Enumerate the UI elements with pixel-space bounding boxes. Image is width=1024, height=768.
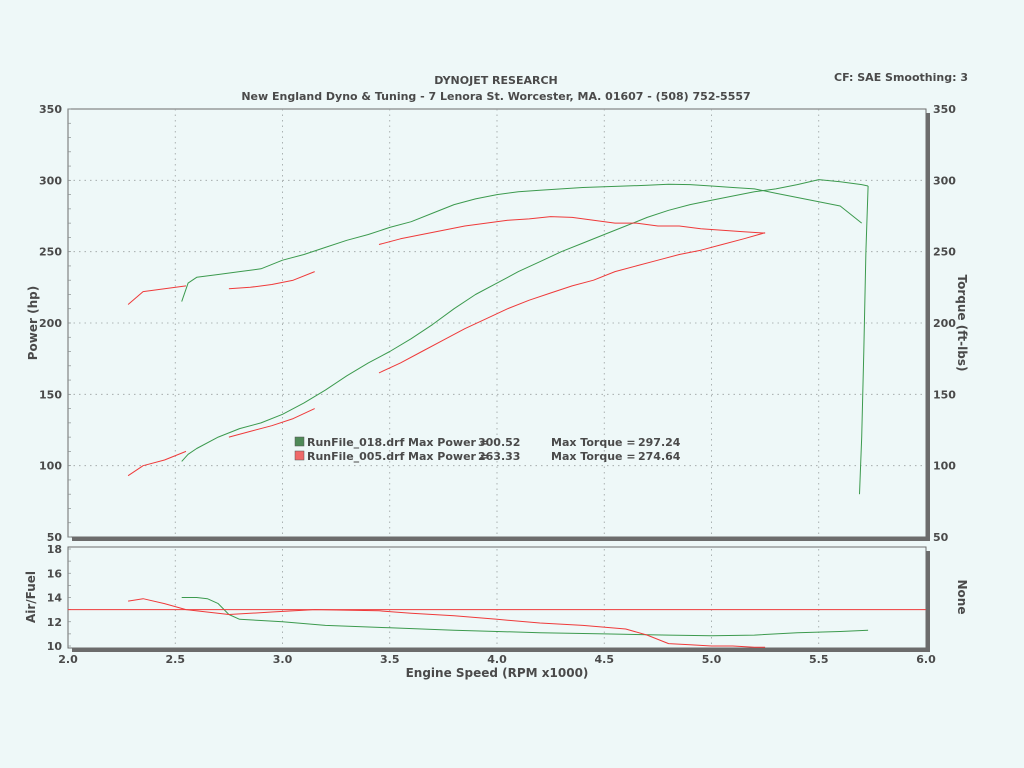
x-tick-label: 5.0 (702, 653, 722, 666)
series-runfile-018-drf-power-dropoff (859, 185, 869, 495)
y-tick-label: 300 (39, 174, 62, 187)
legend: RunFile_018.drf Max Power = 300.52 Max T… (294, 436, 681, 463)
legend-torque-run-018: 297.24 (638, 436, 681, 449)
legend-torque-label-run-018: Max Torque = (551, 436, 636, 449)
y2-tick-label: 50 (933, 531, 949, 544)
legend-power-label-run-018: Max Power = (408, 436, 489, 449)
series-lines (68, 179, 926, 648)
series-runfile-018-drf-torque (181, 183, 863, 302)
afr-y-tick-label: 10 (47, 640, 63, 653)
series-runfile-005-drf-power (127, 450, 187, 477)
legend-power-run-005: 263.33 (478, 450, 520, 463)
legend-swatch-run-018 (294, 436, 305, 447)
afr-y-tick-label: 16 (47, 567, 63, 580)
series-runfile-005-drf-power (228, 408, 315, 438)
legend-power-label-run-005: Max Power = (408, 450, 489, 463)
y-axis-label-airfuel: Air/Fuel (24, 571, 38, 623)
y2-tick-label: 200 (933, 317, 956, 330)
series-runfile-005-drf-torque (127, 285, 187, 305)
legend-power-run-018: 300.52 (478, 436, 520, 449)
afr-series-runfile-005-drf (128, 598, 766, 648)
x-axis-label: Engine Speed (RPM x1000) (406, 666, 589, 680)
x-tick-label: 6.0 (916, 653, 936, 666)
chart-title: DYNOJET RESEARCH (434, 74, 557, 87)
afr-series-runfile-018-drf (181, 597, 869, 637)
series-runfile-005-drf-torque (378, 216, 766, 245)
y-tick-label: 350 (39, 103, 62, 116)
y-tick-label: 100 (39, 460, 62, 473)
axis-ticks: 2.0 2.5 3.0 3.5 4.0 4.5 5.0 5.5 6.0 50 100 150 200 25… (39, 103, 956, 666)
y2-tick-label: 250 (933, 246, 956, 259)
x-tick-label: 4.5 (595, 653, 615, 666)
y2-tick-label: 150 (933, 388, 956, 401)
y-tick-label: 200 (39, 317, 62, 330)
legend-file-run-005: RunFile_005.drf (307, 450, 405, 463)
series-runfile-005-drf-torque (228, 271, 315, 290)
legend-torque-run-005: 274.64 (638, 450, 681, 463)
x-tick-label: 4.0 (487, 653, 507, 666)
chart-subtitle: New England Dyno & Tuning - 7 Lenora St.… (241, 90, 750, 103)
grid (68, 109, 926, 646)
x-tick-label: 3.5 (380, 653, 400, 666)
y2-tick-label: 350 (933, 103, 956, 116)
y-axis-label-torque: Torque (ft-lbs) (955, 275, 969, 372)
y-axis-label-none: None (955, 580, 969, 615)
legend-file-run-018: RunFile_018.drf (307, 436, 405, 449)
y2-tick-label: 300 (933, 174, 956, 187)
afr-y-tick-label: 18 (47, 543, 62, 556)
x-tick-label: 3.0 (273, 653, 293, 666)
x-tick-label: 2.5 (166, 653, 186, 666)
legend-torque-label-run-005: Max Torque = (551, 450, 636, 463)
x-tick-label: 2.0 (58, 653, 78, 666)
legend-swatch-run-005 (294, 450, 305, 461)
series-runfile-005-drf-power (378, 232, 766, 374)
y-tick-label: 50 (47, 531, 63, 544)
y-tick-label: 150 (39, 388, 62, 401)
afr-y-tick-label: 14 (47, 592, 63, 605)
y-tick-label: 250 (39, 246, 62, 259)
afr-y-tick-label: 12 (47, 616, 62, 629)
y-axis-label-power: Power (hp) (26, 286, 40, 360)
chart-settings: CF: SAE Smoothing: 3 (834, 71, 968, 84)
y2-tick-label: 100 (933, 460, 956, 473)
x-tick-label: 5.5 (809, 653, 829, 666)
